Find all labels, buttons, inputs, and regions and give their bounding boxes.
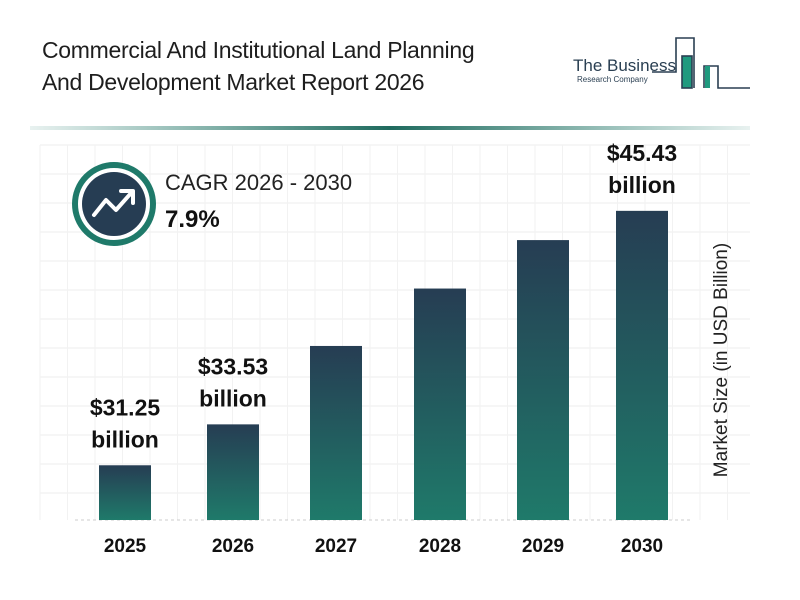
logo: The Business Research Company xyxy=(573,57,676,85)
x-tick-2028: 2028 xyxy=(419,536,461,557)
title-line-2: And Development Market Report 2026 xyxy=(42,69,425,95)
logo-mark xyxy=(652,37,750,89)
x-tick-labels: 2025 2026 2027 2028 2029 2030 xyxy=(104,536,663,557)
data-label-value: $45.43 xyxy=(607,140,677,166)
bars xyxy=(99,210,668,520)
data-labels: $31.25 billion $33.53 billion $45.43 billion xyxy=(90,140,677,452)
cagr-value: 7.9% xyxy=(165,206,220,233)
bar-2028 xyxy=(414,288,466,520)
data-label-value: $31.25 xyxy=(90,394,161,420)
x-tick-2026: 2026 xyxy=(212,536,254,557)
bar-2027 xyxy=(310,345,362,520)
cagr-label: CAGR 2026 - 2030 xyxy=(165,170,353,195)
header-divider xyxy=(30,126,750,130)
y-axis-label: Market Size (in USD Billion) xyxy=(711,242,732,478)
title-line-1: Commercial And Institutional Land Planni… xyxy=(42,37,475,63)
data-label-unit: billion xyxy=(608,172,676,198)
x-tick-2030: 2030 xyxy=(621,536,663,557)
bar-2029 xyxy=(517,240,569,520)
x-tick-2029: 2029 xyxy=(522,536,564,557)
chart-title: Commercial And Institutional Land Planni… xyxy=(42,34,475,98)
data-label-unit: billion xyxy=(91,426,159,452)
bar-2026 xyxy=(207,424,259,520)
logo-line-1: The Business xyxy=(573,56,676,75)
x-tick-2027: 2027 xyxy=(315,536,357,557)
bar-2030 xyxy=(616,210,668,520)
bar-2025 xyxy=(99,465,151,520)
logo-line-2: Research Company xyxy=(577,75,648,84)
cagr-trend-icon xyxy=(72,162,156,246)
x-tick-2025: 2025 xyxy=(104,536,147,557)
data-label-value: $33.53 xyxy=(198,353,268,379)
data-label-unit: billion xyxy=(199,385,267,411)
